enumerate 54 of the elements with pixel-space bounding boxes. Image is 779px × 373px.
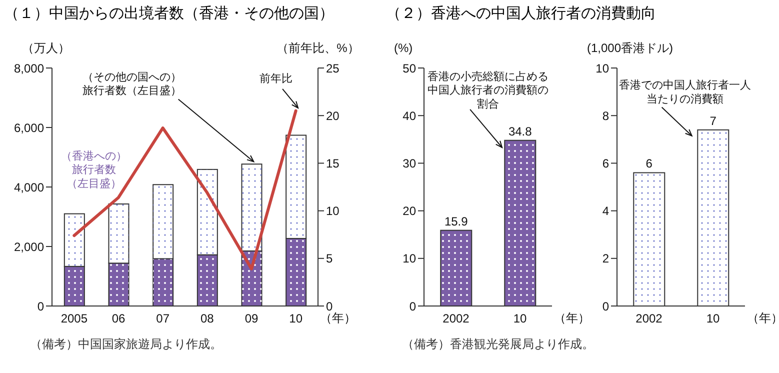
y-tick-label: 50 (402, 61, 416, 76)
x-tick-label: 2002 (442, 312, 470, 326)
y-tick-label: 6,000 (14, 120, 44, 135)
chart-title: （２）香港への中国人旅行者の消費動向 (386, 4, 656, 23)
y2-axis-title: （前年比、%） (276, 41, 360, 55)
x-axis-title: （年） (747, 311, 779, 325)
x-axis-title: （年） (554, 311, 590, 325)
y-tick-label: 6 (602, 156, 610, 170)
y-tick-label: 2 (602, 252, 610, 266)
text: （香港への）旅行者数（左目盛） (61, 149, 128, 190)
y2-tick-label: 20 (326, 108, 340, 123)
y-tick-label: 4,000 (14, 180, 44, 194)
y-tick-label: 0 (409, 299, 416, 314)
x-tick-label: 10 (706, 312, 720, 326)
y-tick-label: 0 (37, 299, 44, 314)
x-tick-label: 2005 (60, 312, 88, 326)
text: 香港の小売総額に占める中国人旅行者の消費額の割合 (428, 70, 548, 110)
y2-tick-label: 0 (326, 299, 333, 314)
x-tick-label: 10 (513, 312, 527, 326)
text: 前年比 (259, 72, 292, 85)
y-tick-label: 0 (602, 299, 610, 314)
y-tick-label: 40 (402, 108, 416, 123)
line-series (72, 109, 298, 270)
data-label: 15.9 (444, 214, 468, 228)
y-axis-title: （万人） (22, 41, 70, 55)
data-label: 34.8 (508, 124, 532, 138)
y-tick-label: 30 (402, 156, 416, 170)
chart-title: （１）中国からの出境者数（香港・その他の国） (4, 4, 334, 23)
y-tick-label: 4 (602, 204, 610, 218)
y-axis-title: (%) (394, 41, 413, 55)
x-tick-label: 09 (244, 312, 258, 326)
y2-tick-label: 5 (326, 252, 333, 266)
y-axis-title: (1,000香港ドル) (587, 41, 674, 55)
x-tick-label: 07 (156, 312, 170, 326)
x-tick-label: 2002 (636, 312, 663, 326)
y2-tick-label: 15 (326, 156, 340, 170)
x-axis-title: （年） (320, 311, 356, 325)
y-tick-label: 10 (596, 61, 610, 76)
y2-tick-label: 10 (326, 204, 340, 218)
text: （その他の国への）旅行者数（左目盛） (82, 71, 182, 98)
data-label: 7 (710, 114, 717, 128)
y-tick-label: 8,000 (14, 61, 44, 76)
text: 香港での中国人旅行者一人当たりの消費額 (618, 78, 751, 106)
y-tick-label: 2,000 (14, 240, 44, 254)
x-tick-label: 08 (200, 312, 214, 326)
text: （備考）中国国家旅遊局より作成。 (30, 336, 222, 353)
x-tick-label: 06 (112, 312, 126, 326)
x-tick-label: 10 (289, 312, 303, 326)
y-tick-label: 10 (402, 252, 416, 266)
y2-tick-label: 25 (326, 61, 340, 76)
text: （備考）香港観光発展局より作成。 (402, 336, 594, 353)
y-tick-label: 8 (602, 108, 610, 123)
y-tick-label: 20 (402, 204, 416, 218)
data-label: 6 (646, 156, 653, 171)
